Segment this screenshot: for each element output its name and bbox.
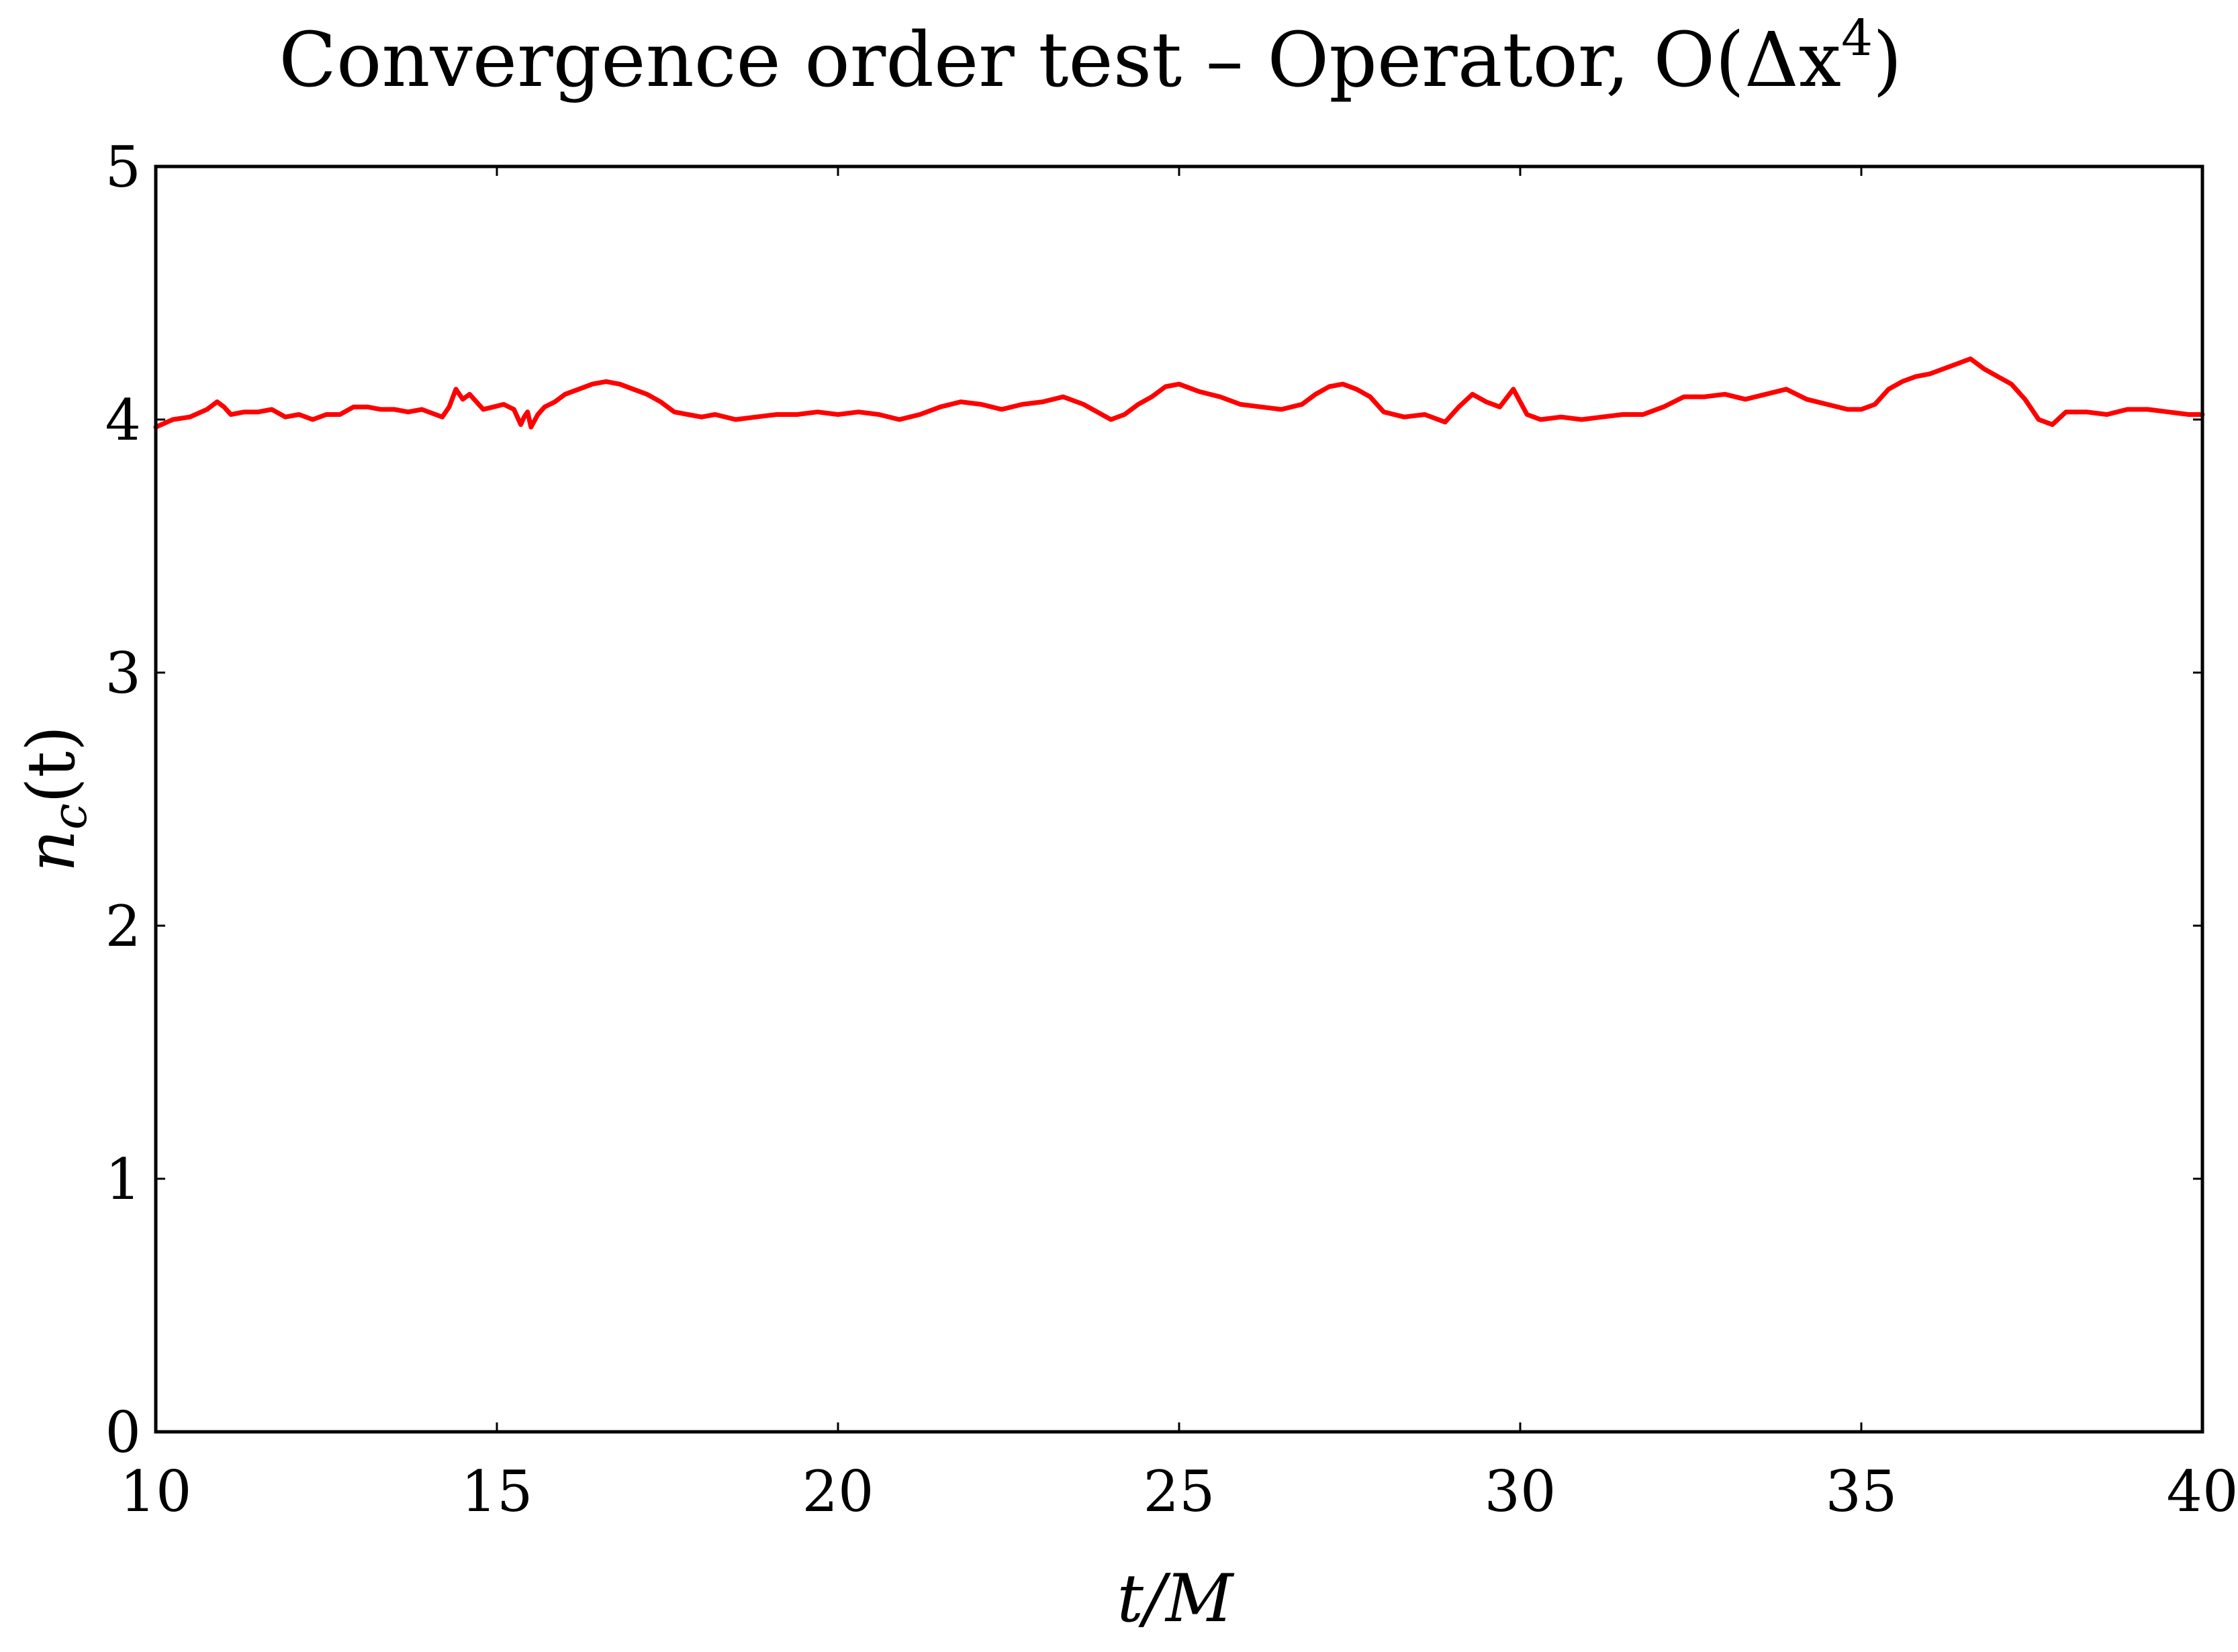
y-axis-ticks: 0 1 2 3 4 5 [105,134,2202,1465]
y-tick-label: 0 [105,1400,141,1465]
y-tick-label: 1 [105,1147,141,1212]
chart-title-main: Convergence order test – Operator, O(Δx [279,17,1841,104]
y-axis-label-subscript: c [42,804,97,830]
x-tick-label: 10 [120,1459,192,1524]
y-axis-label: nc(t) [13,726,97,872]
plot-frame [154,164,2204,1434]
y-tick-label: 4 [105,387,141,453]
x-axis-label: t/M [1117,1561,1235,1637]
x-axis-ticks: 10 15 20 25 30 35 40 [120,166,2238,1524]
y-tick-label: 2 [105,893,141,959]
x-tick-label: 30 [1485,1459,1556,1524]
x-tick-label: 40 [2167,1459,2238,1524]
y-tick-label: 5 [105,134,141,200]
y-axis-label-main: n [13,830,90,872]
x-tick-label: 20 [802,1459,874,1524]
x-tick-label: 25 [1144,1459,1215,1524]
chart-title-superscript: 4 [1841,9,1873,67]
y-axis-label-end: (t) [13,726,90,804]
plot-area [156,166,2202,1432]
chart-title-end: ) [1873,17,1902,104]
y-tick-label: 3 [105,640,141,706]
chart-title: Convergence order test – Operator, O(Δx4… [279,9,1902,104]
series-0-line [153,356,2205,430]
x-tick-label: 15 [461,1459,533,1524]
x-tick-label: 35 [1826,1459,1898,1524]
